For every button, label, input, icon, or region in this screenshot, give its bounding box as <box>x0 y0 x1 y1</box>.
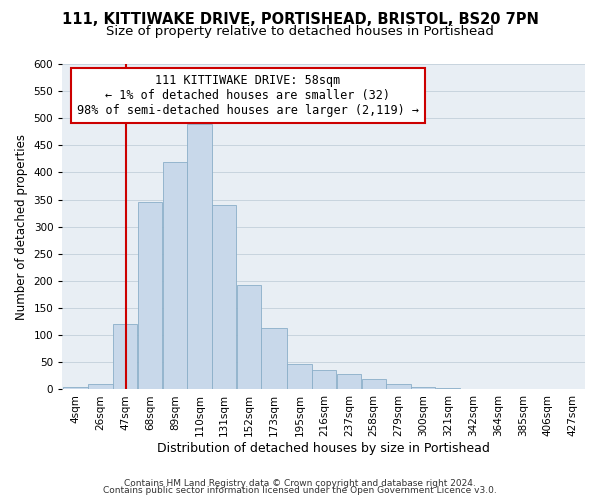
Bar <box>287 364 312 390</box>
Bar <box>411 386 436 390</box>
Text: Contains HM Land Registry data © Crown copyright and database right 2024.: Contains HM Land Registry data © Crown c… <box>124 478 476 488</box>
Bar <box>113 324 137 390</box>
Bar <box>62 386 88 390</box>
Bar <box>337 374 361 390</box>
Bar <box>212 205 236 390</box>
Text: Contains public sector information licensed under the Open Government Licence v3: Contains public sector information licen… <box>103 486 497 495</box>
Bar <box>163 162 187 390</box>
Bar <box>436 388 460 390</box>
Bar <box>187 124 212 390</box>
Bar <box>262 328 287 390</box>
Bar <box>138 202 162 390</box>
Text: 111, KITTIWAKE DRIVE, PORTISHEAD, BRISTOL, BS20 7PN: 111, KITTIWAKE DRIVE, PORTISHEAD, BRISTO… <box>62 12 538 28</box>
X-axis label: Distribution of detached houses by size in Portishead: Distribution of detached houses by size … <box>157 442 490 455</box>
Y-axis label: Number of detached properties: Number of detached properties <box>15 134 28 320</box>
Text: 111 KITTIWAKE DRIVE: 58sqm
← 1% of detached houses are smaller (32)
98% of semi-: 111 KITTIWAKE DRIVE: 58sqm ← 1% of detac… <box>77 74 419 117</box>
Bar <box>386 384 410 390</box>
Bar <box>362 378 386 390</box>
Bar <box>460 389 486 390</box>
Bar <box>312 370 337 390</box>
Bar <box>237 285 261 390</box>
Bar <box>486 389 511 390</box>
Bar <box>88 384 113 390</box>
Text: Size of property relative to detached houses in Portishead: Size of property relative to detached ho… <box>106 25 494 38</box>
